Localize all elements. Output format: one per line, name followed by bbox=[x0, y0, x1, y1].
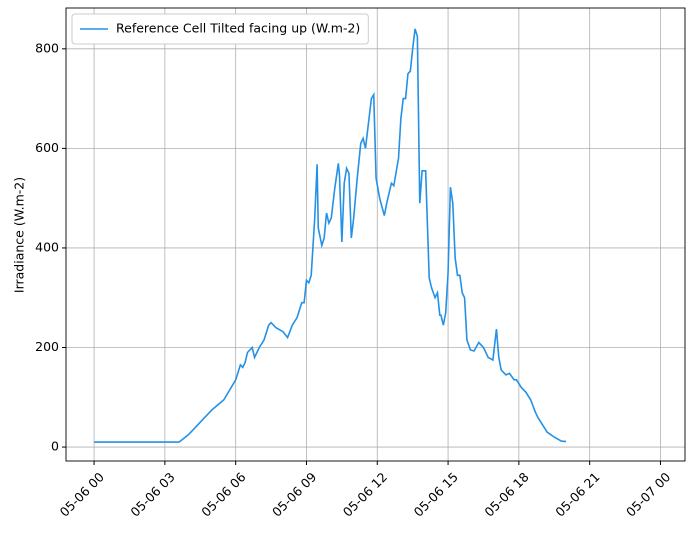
x-tick-label: 05-06 21 bbox=[552, 469, 602, 519]
x-tick-label: 05-06 15 bbox=[411, 469, 461, 519]
legend-label: Reference Cell Tilted facing up (W.m-2) bbox=[116, 21, 360, 36]
y-tick-label: 200 bbox=[35, 339, 59, 354]
plot-frame bbox=[65, 7, 686, 462]
x-tick-label: 05-06 03 bbox=[127, 469, 177, 519]
y-axis-label: Irradiance (W.m-2) bbox=[12, 177, 27, 293]
x-tick-label: 05-07 00 bbox=[623, 469, 673, 519]
y-tick-label: 600 bbox=[35, 140, 59, 155]
legend: Reference Cell Tilted facing up (W.m-2) bbox=[71, 13, 369, 45]
x-tick-label: 05-06 12 bbox=[340, 469, 390, 519]
y-tick-label: 800 bbox=[35, 40, 59, 55]
x-tick-label: 05-06 18 bbox=[481, 469, 531, 519]
data-line bbox=[94, 28, 567, 443]
x-tick-label: 05-06 06 bbox=[198, 469, 248, 519]
legend-box bbox=[71, 13, 369, 45]
y-tick-label: 400 bbox=[35, 239, 59, 254]
x-tick-label: 05-06 00 bbox=[57, 469, 107, 519]
x-tick-label: 05-06 09 bbox=[269, 469, 319, 519]
y-tick-label: 0 bbox=[51, 439, 59, 454]
